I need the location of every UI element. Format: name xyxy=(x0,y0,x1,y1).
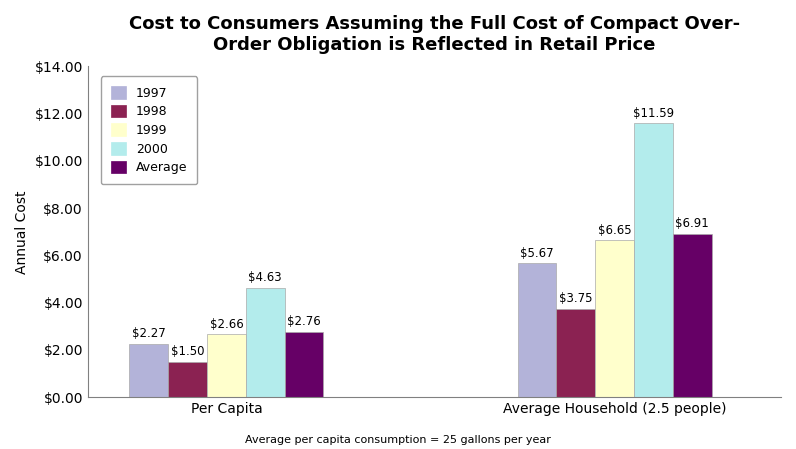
Text: $5.67: $5.67 xyxy=(520,247,554,260)
Text: $6.65: $6.65 xyxy=(598,224,631,237)
Bar xyxy=(285,332,323,397)
Text: $2.66: $2.66 xyxy=(209,318,244,331)
Legend: 1997, 1998, 1999, 2000, Average: 1997, 1998, 1999, 2000, Average xyxy=(101,76,197,184)
Text: $4.63: $4.63 xyxy=(248,271,282,284)
Bar xyxy=(517,263,556,397)
Text: $3.75: $3.75 xyxy=(559,292,592,305)
Text: $6.91: $6.91 xyxy=(675,217,709,230)
Text: $1.50: $1.50 xyxy=(171,345,205,358)
Bar xyxy=(130,343,168,397)
Text: Average per capita consumption = 25 gallons per year: Average per capita consumption = 25 gall… xyxy=(245,435,551,445)
Bar xyxy=(168,362,207,397)
Title: Cost to Consumers Assuming the Full Cost of Compact Over-
Order Obligation is Re: Cost to Consumers Assuming the Full Cost… xyxy=(129,15,740,54)
Bar xyxy=(634,123,673,397)
Y-axis label: Annual Cost: Annual Cost xyxy=(15,190,29,273)
Bar xyxy=(246,288,285,397)
Bar xyxy=(207,335,246,397)
Text: $2.76: $2.76 xyxy=(287,316,321,328)
Bar xyxy=(595,240,634,397)
Text: $11.59: $11.59 xyxy=(633,107,674,120)
Bar xyxy=(556,308,595,397)
Text: $2.27: $2.27 xyxy=(132,327,166,340)
Bar xyxy=(673,234,712,397)
